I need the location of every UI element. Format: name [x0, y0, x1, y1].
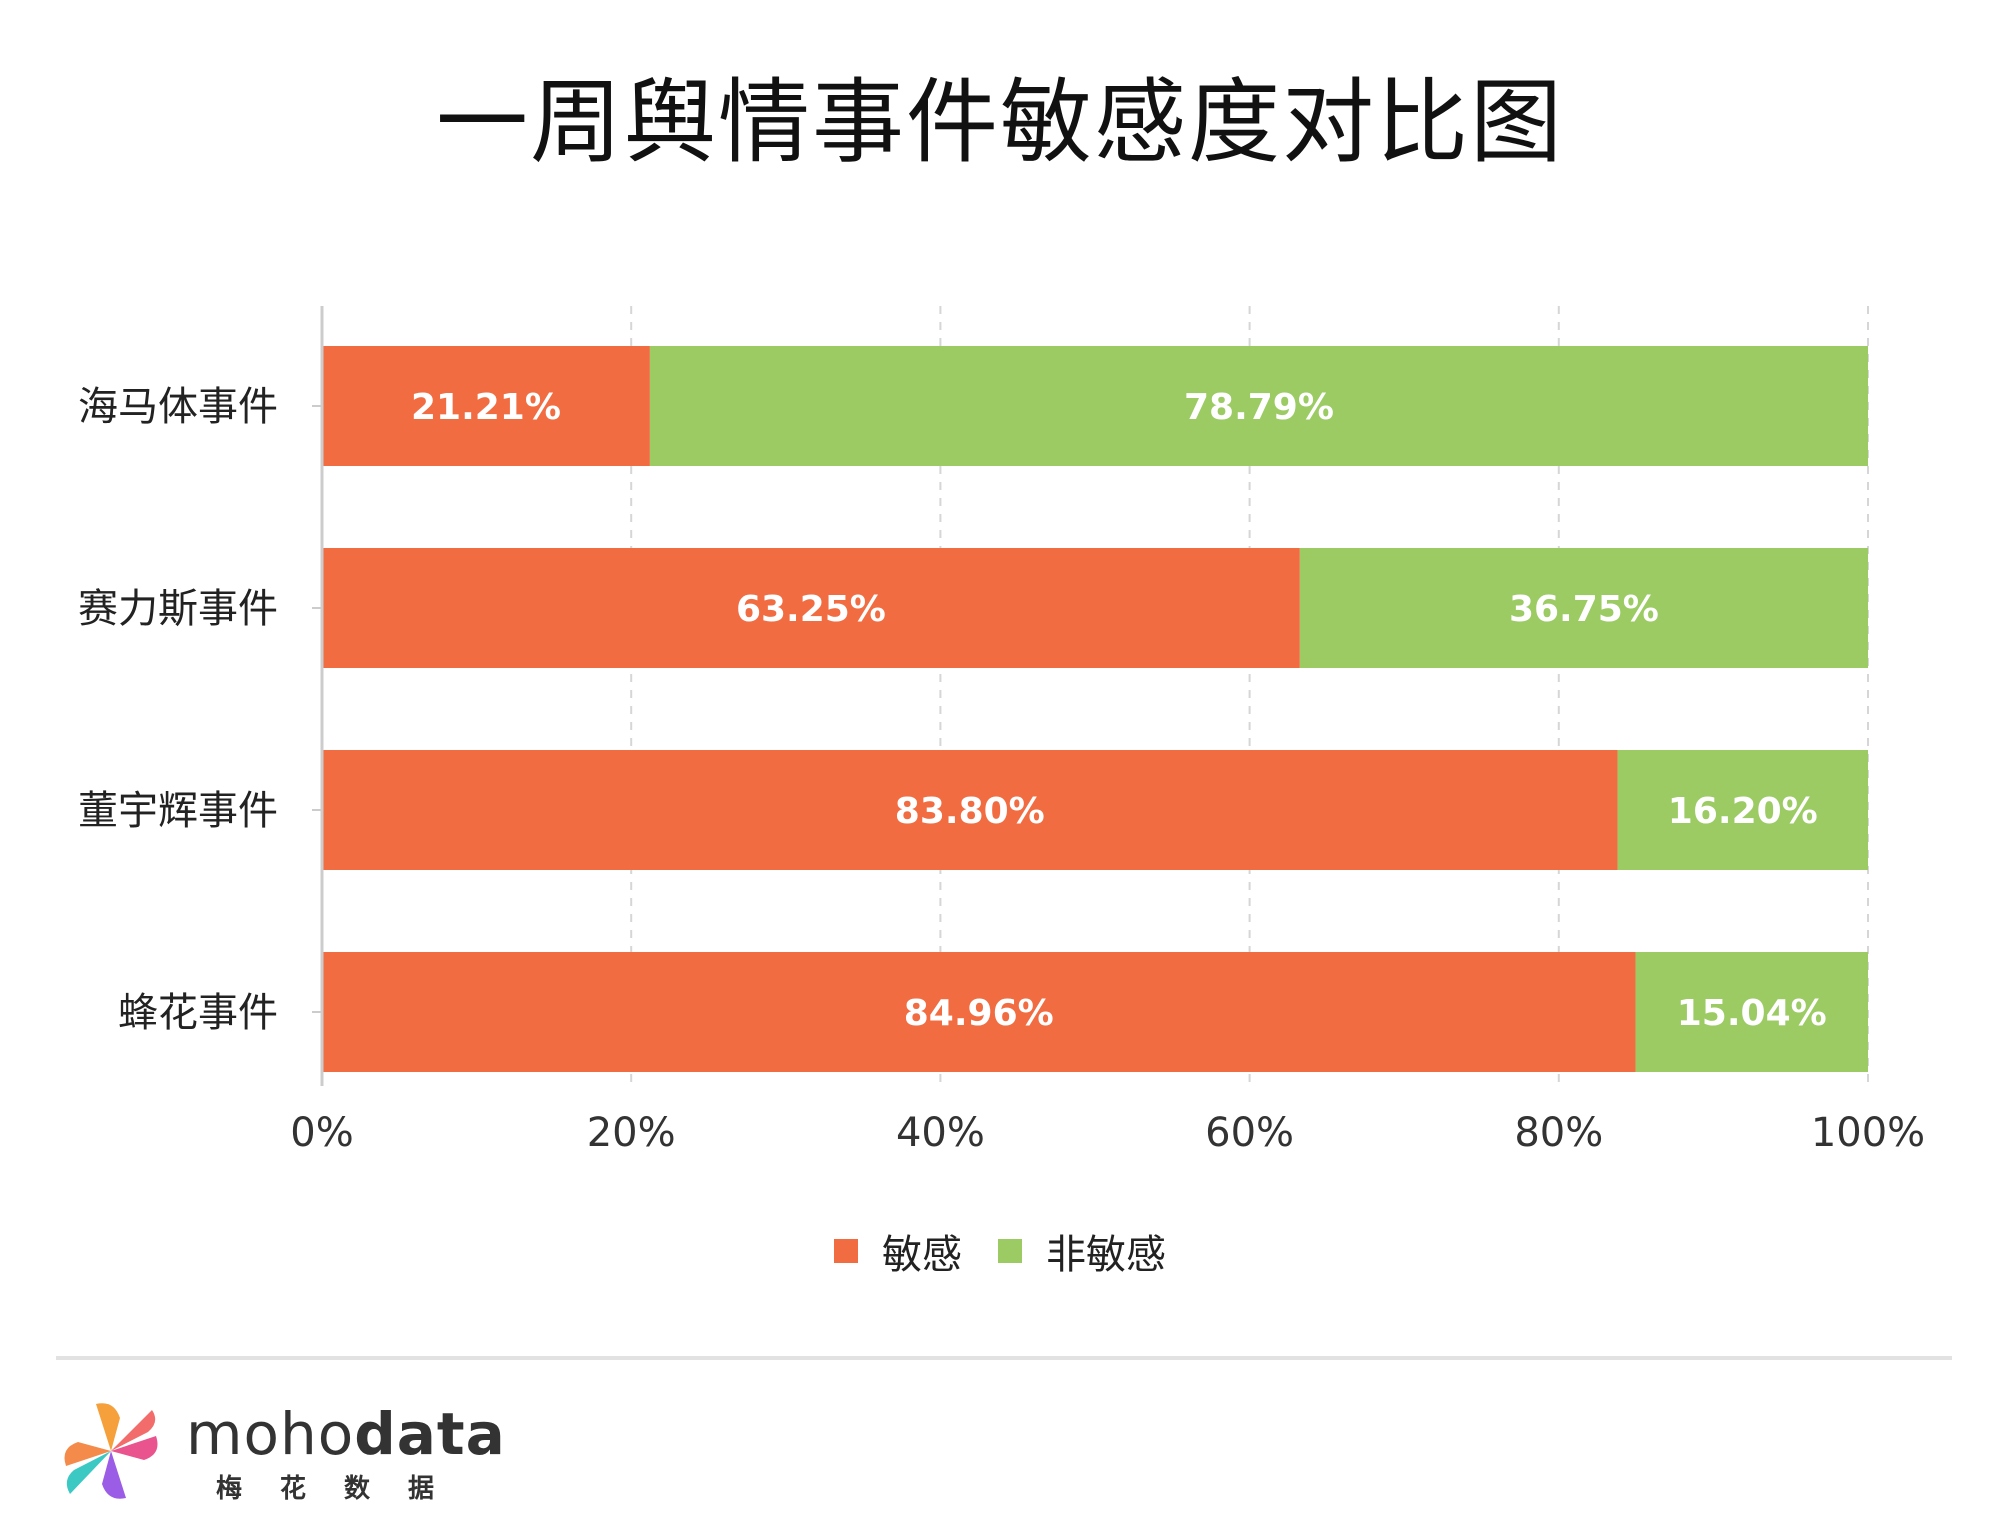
- x-tick-label: 20%: [587, 1110, 676, 1156]
- legend: 敏感 非敏感: [0, 1222, 2000, 1280]
- x-tick-label: 60%: [1205, 1110, 1294, 1156]
- legend-label-non-sensitive: 非敏感: [1046, 1232, 1166, 1278]
- x-tick-label: 40%: [896, 1110, 985, 1156]
- bar-segment: [322, 346, 650, 466]
- bar-segment: [1617, 750, 1868, 870]
- bar-segment: [322, 750, 1618, 870]
- brand-name-light: moho: [186, 1400, 355, 1468]
- x-tick-label: 80%: [1514, 1110, 1603, 1156]
- mohodata-logo-icon: [64, 1403, 158, 1499]
- brand-name: mohodata: [186, 1400, 506, 1468]
- bar-segment: [1299, 548, 1868, 668]
- data-label: 63.25%: [736, 589, 886, 630]
- bar-segment: [322, 548, 1300, 668]
- brand-name-bold: data: [354, 1400, 506, 1468]
- legend-swatch-sensitive: [834, 1239, 858, 1263]
- brand-subtitle: 梅花数据: [216, 1474, 473, 1504]
- x-tick-label: 100%: [1811, 1110, 1925, 1156]
- bar-segment: [1635, 952, 1868, 1072]
- legend-swatch-non-sensitive: [998, 1239, 1022, 1263]
- legend-label-sensitive: 敏感: [882, 1232, 962, 1278]
- chart-title: 一周舆情事件敏感度对比图: [435, 69, 1564, 176]
- bar-segment: [322, 952, 1636, 1072]
- bar-segment: [649, 346, 1868, 466]
- legend-item-non-sensitive: 非敏感: [998, 1222, 1166, 1280]
- category-label: 董宇辉事件: [78, 788, 278, 834]
- category-label: 赛力斯事件: [78, 586, 278, 632]
- bars: [322, 346, 1868, 1072]
- x-tick-label: 0%: [290, 1110, 353, 1156]
- data-label: 36.75%: [1509, 589, 1659, 630]
- category-label: 海马体事件: [78, 384, 278, 430]
- data-label: 21.21%: [411, 387, 561, 428]
- legend-item-sensitive: 敏感: [834, 1222, 962, 1280]
- category-label: 蜂花事件: [118, 990, 278, 1036]
- data-labels: 21.21% 78.79% 63.25% 36.75% 83.80% 16.20% 84.9…: [411, 387, 1827, 1034]
- data-label: 84.96%: [904, 993, 1054, 1034]
- data-label: 83.80%: [895, 791, 1045, 832]
- footer-divider: [56, 1356, 1952, 1360]
- data-label: 16.20%: [1668, 791, 1818, 832]
- data-label: 15.04%: [1677, 993, 1827, 1034]
- data-label: 78.79%: [1184, 387, 1334, 428]
